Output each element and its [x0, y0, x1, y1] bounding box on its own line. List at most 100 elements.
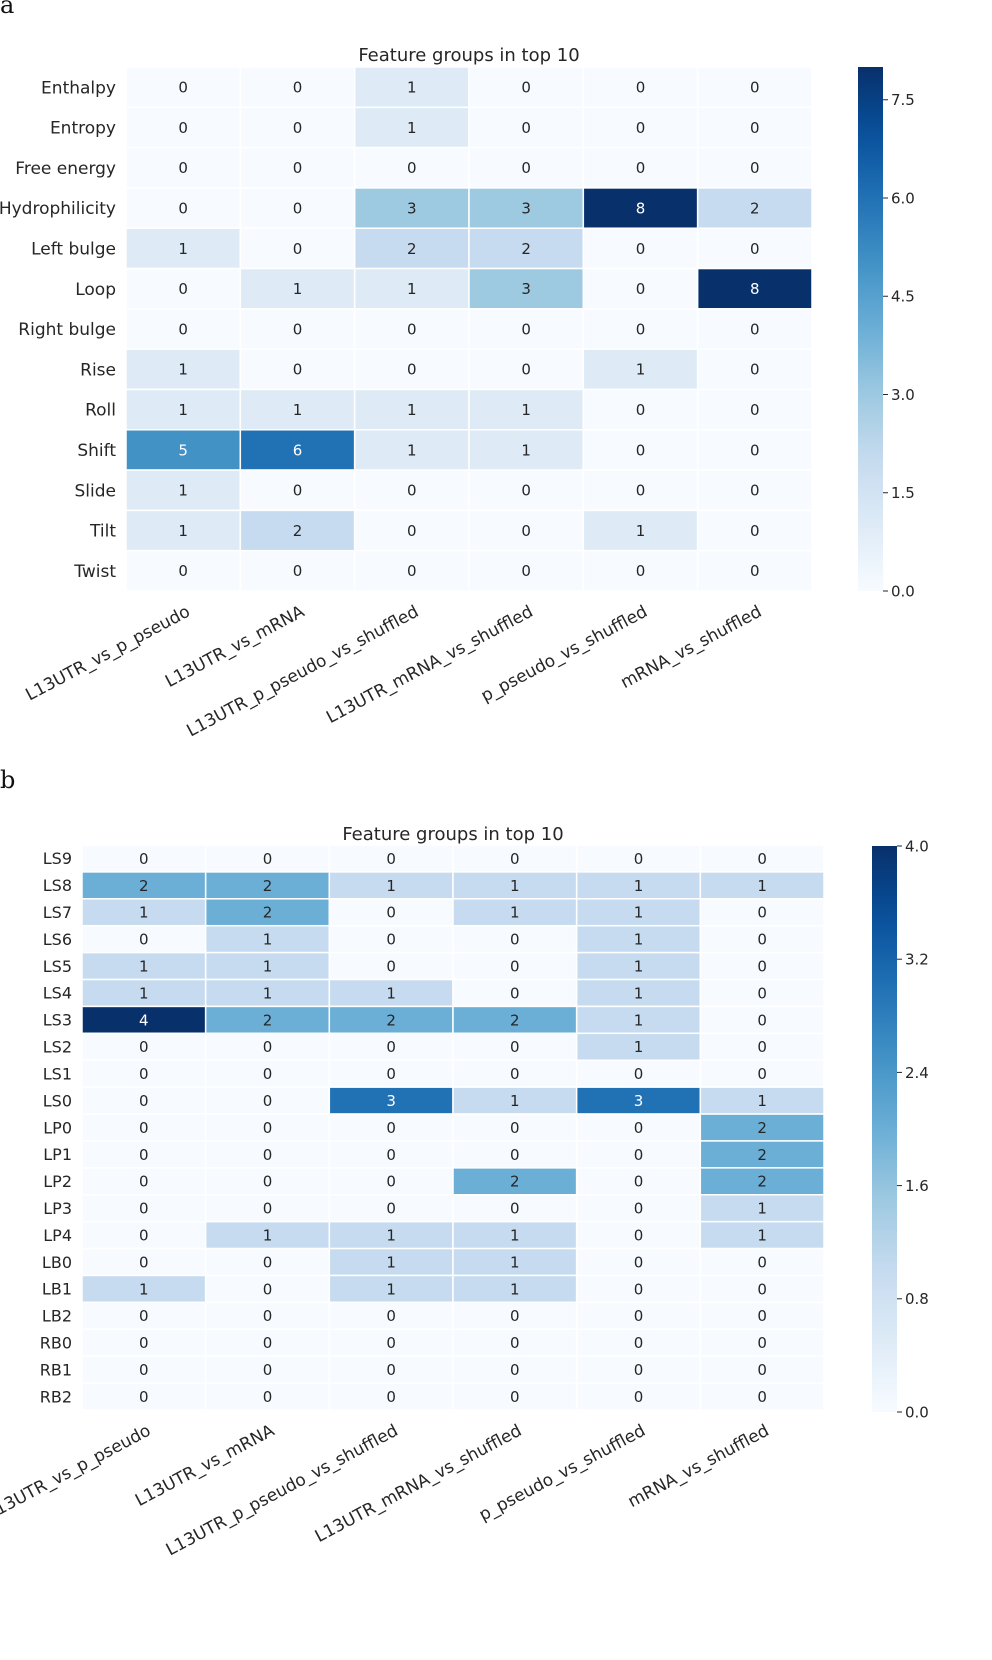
row-tick-label: LS9 [43, 849, 72, 868]
heatmap-cell [452, 898, 578, 927]
heatmap-cell [125, 227, 242, 270]
row-tick-label: RB2 [40, 1387, 72, 1406]
cell-value-label: 1 [263, 957, 273, 975]
heatmap-cell [575, 1167, 702, 1196]
heatmap-cell [696, 267, 813, 310]
cell-value-label: 1 [139, 904, 149, 922]
colorbar-tick-label: 0.0 [891, 582, 915, 600]
cell-value-label: 0 [634, 1146, 644, 1164]
heatmap-chart-a: Feature groups in top 10 0 0 1 0 0 0 0 0 1 0 0 0 0 0 0 0… [0, 45, 915, 741]
cell-value-label: 1 [407, 119, 417, 137]
cell-value-label: 1 [636, 361, 646, 379]
cell-value-label: 0 [757, 984, 767, 1002]
cell-value-label: 2 [407, 240, 417, 258]
cell-value-label: 0 [634, 1334, 644, 1352]
cell-value-label: 1 [178, 522, 188, 540]
heatmap-cell [452, 1005, 578, 1035]
row-tick-label: Entropy [50, 119, 116, 139]
cell-value-label: 0 [139, 1227, 149, 1245]
row-tick-label: LS5 [43, 957, 72, 976]
row-tick-label: LS2 [43, 1038, 72, 1057]
heatmap-cell [328, 1059, 454, 1088]
cell-value-label: 0 [510, 1334, 520, 1352]
column-tick-label: mRNA_vs_shuffled [625, 1421, 773, 1512]
colorbar-tick-label: 0.8 [905, 1290, 929, 1308]
cell-value-label: 0 [407, 482, 417, 500]
row-tick-label: LS1 [43, 1064, 72, 1083]
cell-value-label: 2 [757, 1173, 767, 1191]
cell-value-label: 1 [386, 1280, 396, 1298]
heatmap-cell [125, 308, 242, 350]
heatmap-cell [452, 1194, 578, 1223]
cell-value-label: 0 [407, 159, 417, 177]
row-tick-label: Enthalpy [41, 78, 116, 98]
heatmap-cell [696, 348, 813, 391]
heatmap-cell [239, 388, 356, 431]
cell-value-label: 3 [386, 1092, 396, 1110]
column-tick-label: L13UTR_mRNA_vs_shuffled [312, 1421, 525, 1547]
cell-value-label: 0 [293, 240, 303, 258]
heatmap-cell [204, 1059, 331, 1088]
cell-value-label: 0 [386, 1334, 396, 1352]
cell-value-label: 0 [293, 482, 303, 500]
cell-value-label: 0 [634, 1280, 644, 1298]
row-tick-label: LP0 [43, 1118, 72, 1137]
cell-value-label: 2 [757, 1119, 767, 1137]
cell-value-label: 0 [757, 957, 767, 975]
row-tick-label: LP1 [43, 1145, 72, 1164]
heatmap-cell [468, 227, 585, 270]
heatmap-cell [81, 1005, 207, 1035]
cell-value-label: 0 [634, 1307, 644, 1325]
cell-value-label: 0 [386, 904, 396, 922]
cell-value-label: 1 [178, 240, 188, 258]
colorbar [858, 67, 883, 591]
row-tick-label: Right bulge [18, 320, 116, 340]
cell-value-label: 0 [139, 1065, 149, 1083]
heatmap-cell [575, 1113, 702, 1142]
cell-value-label: 1 [634, 877, 644, 895]
heatmap-cell [699, 1167, 825, 1196]
cell-value-label: 0 [750, 159, 760, 177]
heatmap-cell [452, 1220, 578, 1250]
colorbar-tick-label: 1.5 [891, 484, 915, 502]
cell-value-label: 0 [139, 1200, 149, 1218]
heatmap-cell [81, 1247, 207, 1277]
cell-value-label: 1 [636, 522, 646, 540]
cell-value-label: 0 [634, 1065, 644, 1083]
heatmap-cell [125, 106, 242, 149]
cell-value-label: 0 [178, 159, 188, 177]
heatmap-cell [452, 1059, 578, 1088]
cell-value-label: 0 [178, 79, 188, 97]
cell-value-label: 1 [386, 1253, 396, 1271]
heatmap-cell [353, 388, 470, 431]
heatmap-cell [125, 146, 242, 189]
cell-value-label: 0 [386, 1065, 396, 1083]
heatmap-cell [328, 1005, 454, 1035]
cell-value-label: 0 [139, 1388, 149, 1406]
cell-value-label: 0 [521, 522, 531, 540]
cell-value-label: 3 [521, 280, 531, 298]
cell-value-label: 0 [386, 1200, 396, 1218]
cell-value-label: 0 [521, 159, 531, 177]
cell-value-label: 2 [521, 240, 531, 258]
cell-value-label: 0 [757, 1038, 767, 1056]
heatmap-cell [696, 429, 813, 471]
cell-value-label: 0 [634, 1361, 644, 1379]
cell-value-label: 0 [263, 1280, 273, 1298]
cell-value-label: 1 [634, 984, 644, 1002]
heatmap-cell [699, 1005, 825, 1035]
cell-value-label: 0 [263, 1092, 273, 1110]
cell-value-label: 1 [634, 904, 644, 922]
cell-value-label: 0 [757, 931, 767, 949]
heatmap-cell [699, 1220, 825, 1250]
cell-value-label: 0 [263, 1146, 273, 1164]
cell-value-label: 0 [139, 1334, 149, 1352]
heatmap-cell [452, 1274, 578, 1304]
cell-value-label: 1 [293, 280, 303, 298]
colorbar-tick-label: 6.0 [891, 189, 915, 207]
heatmap-cell [699, 1247, 825, 1277]
cell-value-label: 0 [293, 320, 303, 338]
heatmap-cell [699, 1194, 825, 1223]
heatmap-cell [239, 469, 356, 512]
heatmap-cell [81, 1086, 207, 1115]
